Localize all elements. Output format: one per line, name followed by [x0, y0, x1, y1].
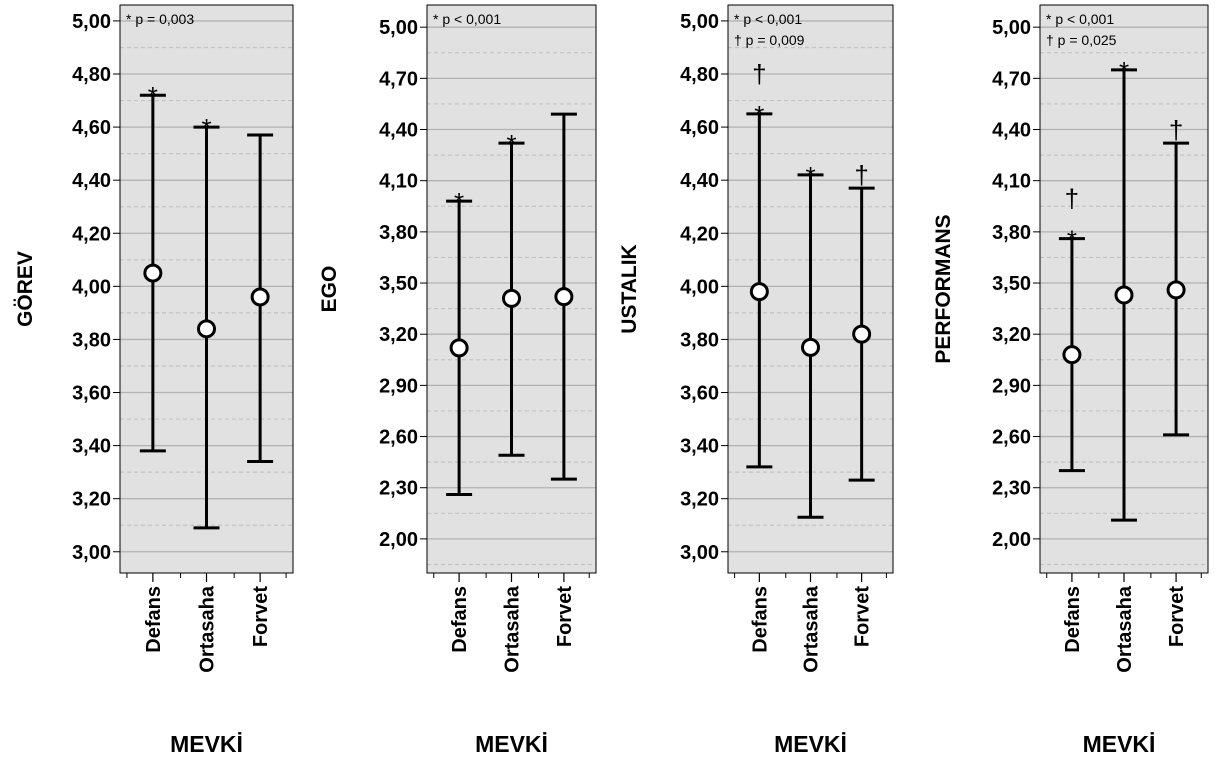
- category-label-forvet: Forvet: [250, 586, 272, 647]
- mean-point-forvet: [250, 287, 270, 307]
- p-value-note: * p < 0,001: [734, 11, 802, 27]
- asterisk-marker: *: [506, 129, 516, 159]
- y-axis-title: USTALIK: [618, 244, 641, 333]
- y-tick-label: 3,20: [379, 324, 418, 346]
- y-tick-label: 3,80: [72, 329, 111, 351]
- panel-ustalik: 3,00 3,20 3,40 3,60 3,80 4,00 4,20 4,40 4,60 4,80…: [618, 4, 894, 757]
- y-tick-label: 3,80: [992, 222, 1031, 244]
- y-tick-label: 3,80: [379, 222, 418, 244]
- y-tick-label: 5,00: [72, 11, 111, 33]
- category-label-ortasaha: Ortasaha: [1114, 585, 1136, 673]
- y-axis-title: GÖREV: [14, 251, 37, 327]
- y-tick-label: 3,20: [72, 489, 111, 511]
- y-tick-label: 5,00: [680, 11, 719, 33]
- category-label-forvet: Forvet: [1166, 586, 1188, 647]
- y-tick-label: 3,40: [72, 436, 111, 458]
- category-label-forvet: Forvet: [852, 586, 874, 647]
- p-value-note: * p < 0,001: [1046, 11, 1114, 27]
- y-tick-label: 4,80: [72, 64, 111, 86]
- y-tick-label: 4,40: [992, 120, 1031, 142]
- category-label-defans: Defans: [749, 586, 771, 653]
- category-label-ortasaha: Ortasaha: [801, 585, 823, 673]
- y-tick-label: 3,50: [379, 273, 418, 295]
- y-tick-label: 4,80: [680, 64, 719, 86]
- asterisk-marker: *: [148, 81, 158, 111]
- mean-point-ortasaha: [502, 288, 521, 308]
- y-tick-label: 3,00: [72, 542, 111, 564]
- mean-point-ortasaha: [197, 319, 216, 339]
- y-tick-label: 4,00: [680, 276, 719, 298]
- x-axis-title: MEVKİ: [1083, 731, 1156, 757]
- dagger-marker: †: [752, 59, 766, 89]
- x-axis-title: MEVKİ: [170, 731, 243, 757]
- y-axis-title: EGO: [318, 266, 341, 313]
- y-tick-label: 4,40: [72, 170, 111, 192]
- y-tick-label: 4,60: [72, 117, 111, 139]
- y-tick-label: 4,70: [992, 68, 1031, 90]
- mean-point-defans: [143, 263, 163, 283]
- y-tick-label: 2,00: [992, 529, 1031, 551]
- mean-point-ortasaha: [1114, 285, 1134, 305]
- y-tick-label: 2,60: [379, 427, 418, 449]
- y-tick-label: 5,00: [992, 17, 1031, 39]
- y-tick-label: 4,20: [72, 223, 111, 245]
- category-label-defans: Defans: [143, 586, 165, 653]
- category-label-ortasaha: Ortasaha: [502, 585, 524, 673]
- mean-point-forvet: [852, 324, 872, 344]
- y-tick-label: 4,70: [379, 68, 418, 90]
- asterisk-marker: *: [1067, 225, 1077, 255]
- y-tick-label: 3,00: [680, 542, 719, 564]
- mean-point-defans: [449, 338, 469, 358]
- asterisk-marker: *: [201, 113, 211, 143]
- y-tick-label: 4,40: [680, 170, 719, 192]
- p-value-note: * p < 0,001: [433, 11, 501, 27]
- asterisk-marker: *: [1119, 56, 1129, 86]
- panel-ego: 2,00 2,30 2,60 2,90 3,20 3,50 3,80 4,10 4,40 4,70…: [318, 4, 597, 757]
- y-tick-label: 2,00: [379, 529, 418, 551]
- y-tick-label: 4,60: [680, 117, 719, 139]
- y-tick-label: 3,50: [992, 273, 1031, 295]
- y-tick-label: 3,60: [72, 383, 111, 405]
- x-axis-title: MEVKİ: [774, 731, 847, 757]
- p-value-note: * p = 0,003: [126, 11, 194, 27]
- y-tick-label: 3,40: [680, 436, 719, 458]
- y-tick-label: 4,20: [680, 223, 719, 245]
- y-tick-label: 2,90: [379, 375, 418, 397]
- y-tick-label: 3,20: [992, 324, 1031, 346]
- asterisk-marker: *: [805, 161, 815, 191]
- y-tick-label: 4,10: [992, 171, 1031, 193]
- y-tick-label: 3,80: [680, 329, 719, 351]
- p-value-note: † p = 0,025: [1046, 32, 1117, 48]
- mean-point-forvet: [1166, 280, 1186, 300]
- dagger-marker: †: [854, 160, 868, 190]
- y-tick-label: 2,30: [992, 478, 1031, 500]
- asterisk-marker: *: [754, 100, 764, 130]
- dagger-marker: †: [1169, 115, 1183, 145]
- asterisk-marker: *: [454, 187, 464, 217]
- x-axis-title: MEVKİ: [475, 731, 548, 757]
- p-value-note: † p = 0,009: [734, 32, 805, 48]
- panel-görev: 3,00 3,20 3,40 3,60 3,80 4,00 4,20 4,40 4,60 4,80…: [14, 4, 294, 757]
- dagger-marker: †: [1065, 184, 1079, 214]
- y-tick-label: 2,30: [379, 478, 418, 500]
- y-tick-label: 4,10: [379, 171, 418, 193]
- y-tick-label: 2,60: [992, 427, 1031, 449]
- mean-point-ortasaha: [801, 337, 820, 357]
- y-tick-label: 4,40: [379, 120, 418, 142]
- y-tick-label: 2,90: [992, 375, 1031, 397]
- y-axis-title: PERFORMANS: [932, 214, 955, 363]
- category-label-defans: Defans: [1062, 586, 1084, 653]
- panel-performans: 2,00 2,30 2,60 2,90 3,20 3,50 3,80 4,10 4,40 4,70…: [932, 4, 1209, 757]
- mean-point-forvet: [554, 287, 574, 307]
- category-label-ortasaha: Ortasaha: [197, 585, 219, 673]
- y-tick-label: 4,00: [72, 276, 111, 298]
- mean-point-defans: [749, 282, 769, 302]
- category-label-forvet: Forvet: [554, 586, 576, 647]
- mean-point-defans: [1062, 345, 1082, 365]
- y-tick-label: 3,60: [680, 383, 719, 405]
- y-tick-label: 5,00: [379, 17, 418, 39]
- category-label-defans: Defans: [449, 586, 471, 653]
- y-tick-label: 3,20: [680, 489, 719, 511]
